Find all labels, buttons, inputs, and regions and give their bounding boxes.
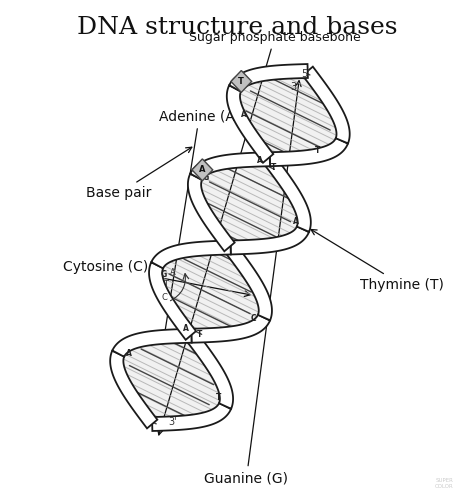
Polygon shape	[270, 138, 348, 166]
Polygon shape	[231, 70, 252, 92]
Polygon shape	[149, 262, 196, 340]
Polygon shape	[192, 159, 213, 181]
Text: Thymine (T): Thymine (T)	[311, 230, 444, 292]
Text: 5': 5'	[301, 69, 310, 79]
Polygon shape	[117, 354, 225, 424]
Polygon shape	[230, 226, 309, 254]
Text: C: C	[161, 294, 167, 302]
Polygon shape	[118, 336, 227, 406]
Text: A: A	[126, 349, 132, 358]
Text: G: G	[203, 173, 210, 182]
Polygon shape	[155, 265, 264, 336]
Polygon shape	[191, 314, 270, 342]
Polygon shape	[263, 154, 311, 232]
Text: A: A	[170, 268, 175, 276]
Polygon shape	[151, 240, 231, 268]
Text: T: T	[216, 393, 221, 402]
Polygon shape	[235, 71, 343, 141]
Text: 3': 3'	[291, 82, 299, 92]
Text: A: A	[293, 217, 299, 226]
Text: Cytosine (C): Cytosine (C)	[63, 260, 250, 296]
Polygon shape	[229, 64, 308, 92]
Text: DNA structure and bases: DNA structure and bases	[77, 16, 397, 40]
Text: Guanine (G): Guanine (G)	[204, 80, 301, 485]
Text: G: G	[161, 270, 167, 278]
Text: T: T	[197, 330, 203, 340]
Polygon shape	[302, 66, 350, 144]
Text: Sugar phosphate basebone: Sugar phosphate basebone	[158, 30, 361, 435]
Polygon shape	[190, 152, 270, 180]
Polygon shape	[157, 247, 265, 318]
Text: 3': 3'	[168, 416, 177, 426]
Polygon shape	[152, 403, 231, 431]
Polygon shape	[233, 88, 342, 159]
Text: A: A	[256, 156, 263, 165]
Polygon shape	[188, 174, 235, 252]
Text: T: T	[271, 163, 276, 172]
Text: T: T	[238, 77, 244, 86]
Text: T: T	[314, 146, 320, 156]
Polygon shape	[112, 329, 191, 356]
Text: Adenine (A): Adenine (A)	[159, 109, 240, 338]
Polygon shape	[110, 351, 157, 428]
Text: A: A	[183, 324, 189, 332]
Polygon shape	[196, 158, 304, 229]
Text: A: A	[241, 110, 246, 120]
Text: SUPER
COLOR: SUPER COLOR	[435, 478, 454, 488]
Text: A: A	[199, 166, 206, 174]
Polygon shape	[224, 242, 272, 320]
Polygon shape	[227, 86, 273, 162]
Text: C: C	[251, 314, 256, 322]
Text: Base pair: Base pair	[86, 147, 192, 201]
Polygon shape	[194, 177, 303, 248]
Polygon shape	[186, 331, 233, 409]
Text: T: T	[163, 280, 168, 289]
